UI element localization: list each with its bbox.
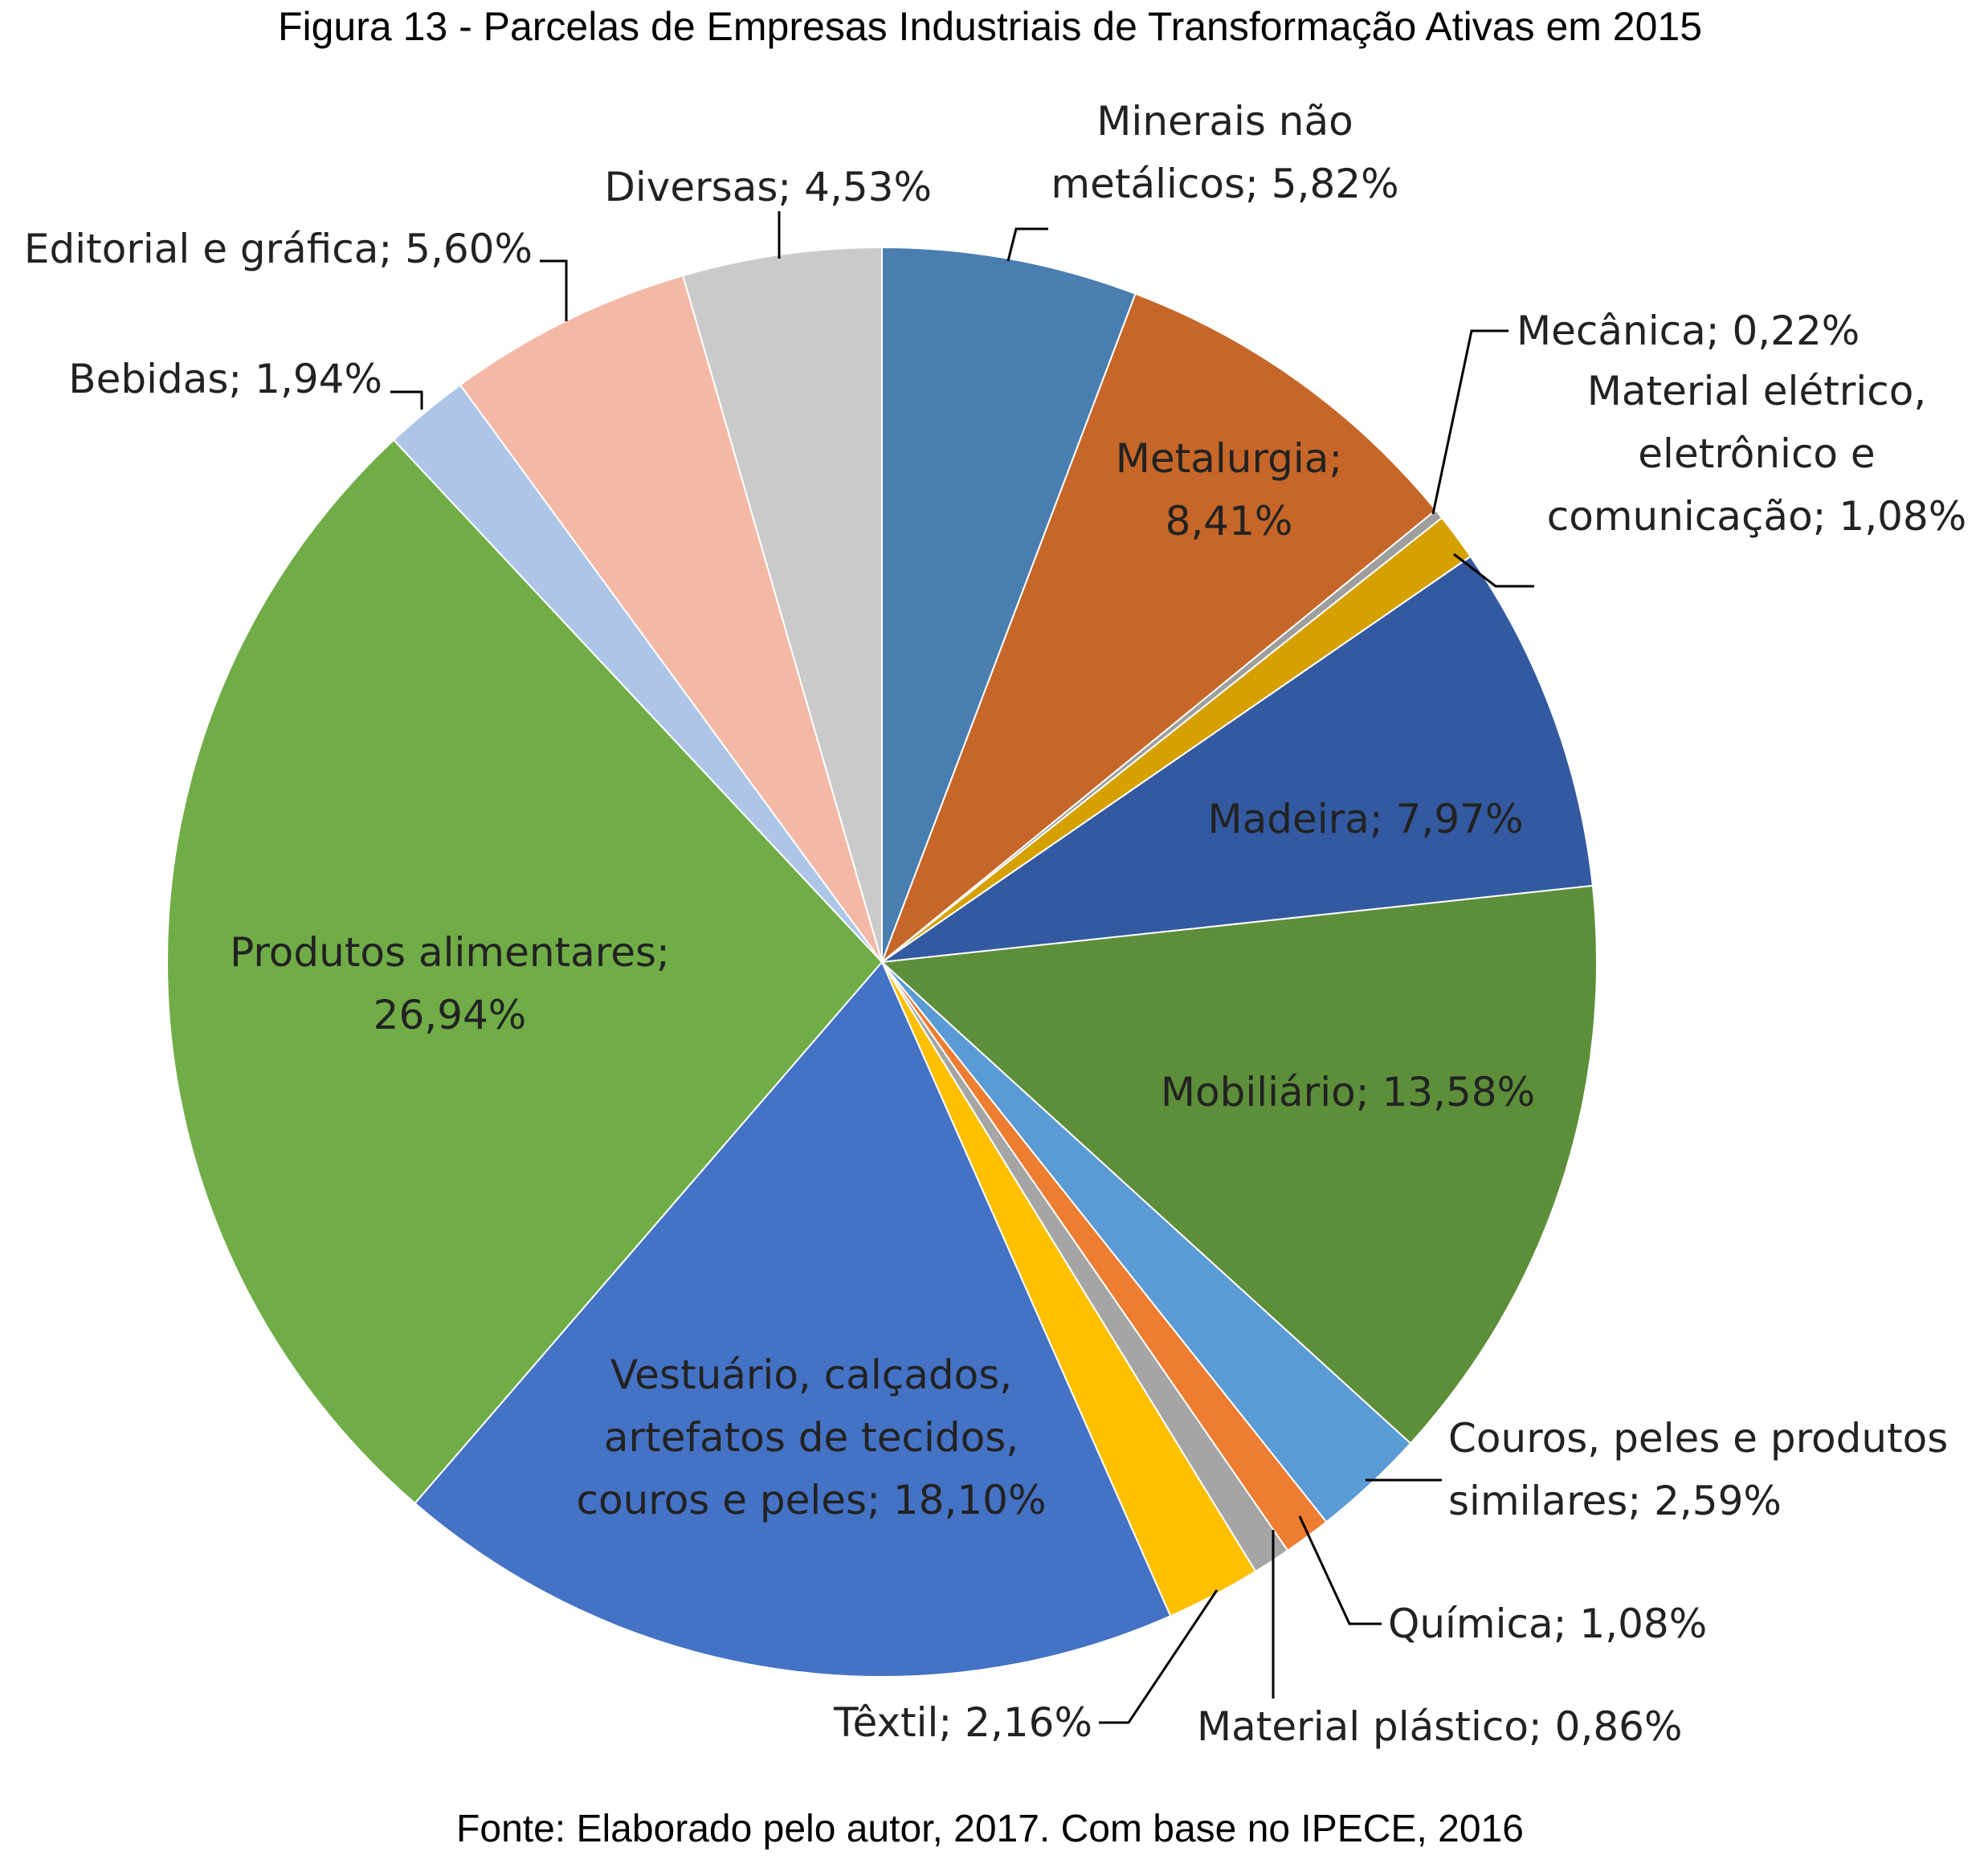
leader-line	[1431, 329, 1508, 515]
leader-line	[1099, 1589, 1219, 1724]
slice-label: Vestuário, calçados, artefatos de tecidos…	[576, 1352, 1046, 1523]
slice-label: Produtos alimentares; 26,94%	[230, 929, 670, 1038]
leader-line	[1453, 553, 1534, 588]
leader-line	[1006, 227, 1048, 262]
leader-line	[1298, 1515, 1382, 1625]
slice-label: Têxtil; 2,16%	[833, 1699, 1092, 1746]
figure-source: Fonte: Elaborado pelo autor, 2017. Com b…	[456, 1808, 1524, 1850]
pie-slice	[166, 438, 884, 1505]
slice-label: Química; 1,08%	[1388, 1601, 1707, 1647]
pie-slice	[414, 960, 1172, 1678]
pie-slices	[166, 246, 1598, 1678]
pie-slice	[880, 884, 1598, 1445]
pie-slice	[881, 555, 1594, 963]
slice-labels: Minerais não metálicos; 5,82% Metalurgia; 8…	[24, 98, 1966, 1750]
figure-title: Figura 13 - Parcelas de Empresas Industr…	[277, 4, 1703, 49]
leader-lines	[390, 211, 1534, 1724]
slice-label: Mobiliário; 13,58%	[1161, 1069, 1535, 1115]
leader-line	[540, 259, 568, 321]
slice-label: Diversas; 4,53%	[604, 164, 932, 210]
slice-label: Editorial e gráfica; 5,60%	[24, 226, 533, 272]
slice-label: Bebidas; 1,94%	[68, 356, 382, 402]
slice-label: Material plástico; 0,86%	[1197, 1703, 1683, 1750]
pie-slice	[681, 246, 883, 963]
slice-label: Metalurgia; 8,41%	[1116, 435, 1343, 544]
slice-label: Minerais não metálicos; 5,82%	[1051, 98, 1398, 207]
pie-slice	[881, 246, 1137, 963]
leader-line	[390, 390, 423, 410]
slice-label: Madeira; 7,97%	[1208, 796, 1524, 842]
slice-label: Mecânica; 0,22%	[1517, 308, 1860, 354]
pie-slice	[880, 292, 1437, 965]
slice-label: Couros, peles e produtos similares; 2,59%	[1448, 1415, 1948, 1524]
slice-label: Material elétrico, eletrônico e comunicaçã…	[1547, 368, 1967, 540]
